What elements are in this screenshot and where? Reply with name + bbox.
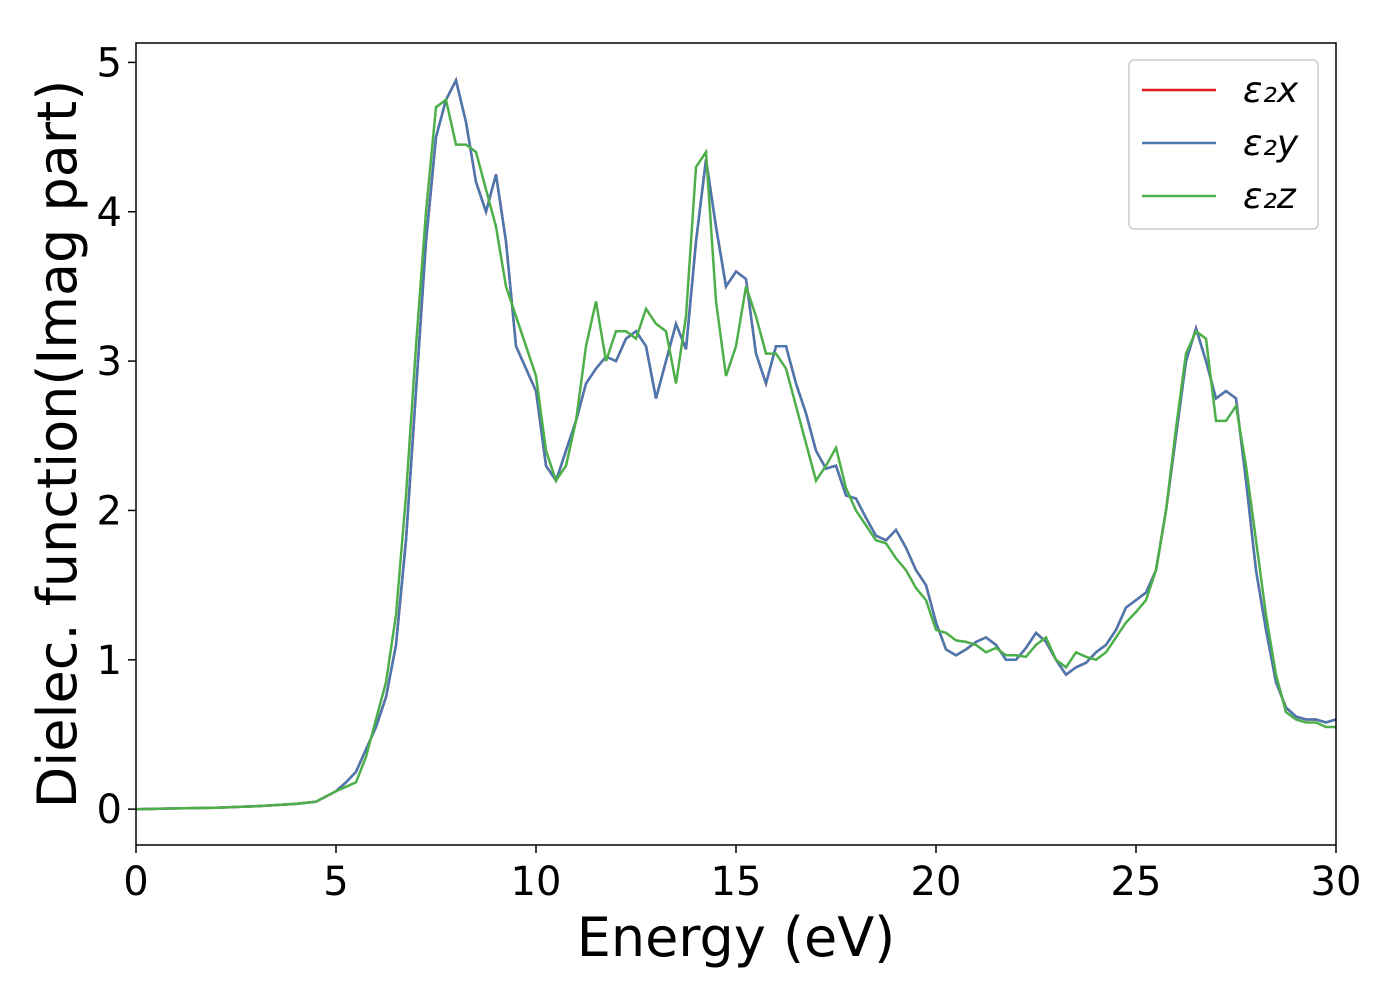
y-tick-label: 2 bbox=[97, 488, 122, 534]
y-tick-label: 1 bbox=[97, 638, 122, 684]
legend-box bbox=[1128, 59, 1319, 230]
x-tick-label: 20 bbox=[911, 859, 962, 905]
y-tick-label: 4 bbox=[97, 190, 122, 236]
x-tick-label: 10 bbox=[511, 859, 562, 905]
y-tick-label: 5 bbox=[97, 40, 122, 86]
y-tick-label: 3 bbox=[97, 339, 122, 385]
x-tick-label: 15 bbox=[711, 859, 762, 905]
y-tick-label: 0 bbox=[97, 787, 122, 833]
x-tick-label: 30 bbox=[1311, 859, 1362, 905]
legend-label: ε₂y bbox=[1243, 123, 1299, 164]
y-axis-label: Dielec. function(Imag part) bbox=[26, 80, 89, 809]
legend-label: ε₂z bbox=[1243, 176, 1297, 217]
x-tick-label: 0 bbox=[123, 859, 148, 905]
x-tick-label: 25 bbox=[1111, 859, 1162, 905]
x-axis-label: Energy (eV) bbox=[577, 906, 896, 969]
legend-label: ε₂x bbox=[1243, 70, 1299, 111]
plot-frame bbox=[135, 42, 1337, 846]
data-line bbox=[136, 97, 1336, 811]
x-tick-label: 5 bbox=[323, 859, 348, 905]
